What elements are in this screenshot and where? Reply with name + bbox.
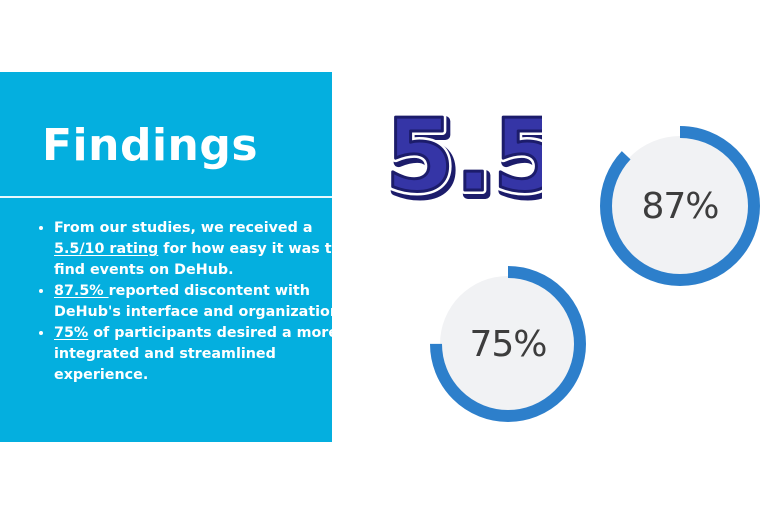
item-text: reported discontent with DeHub's interfa… [54,283,341,320]
rating-stat-graphic: 5.5 5.5 5.5 [381,93,570,223]
donut-87: 87% [598,124,762,288]
donut-ring [600,126,760,286]
rating-stat-outline: 5.5 [385,97,542,208]
list-item: From our studies, we received a 5.5/10 r… [54,218,344,281]
item-highlight: 75% [54,325,89,341]
donut-track [610,136,750,276]
donut-label: 75% [469,323,547,365]
item-highlight: 5.5/10 rating [54,241,159,257]
item-text: From our studies, we received a [54,220,313,236]
rating-stat-shadow: 5.5 [388,101,542,208]
divider [0,196,332,198]
donut-label: 87% [641,185,719,227]
findings-panel: Findings From our studies, we received a… [0,72,341,442]
donut-ring [430,266,586,422]
findings-list: From our studies, we received a 5.5/10 r… [38,218,344,386]
rating-stat: 5.5 5.5 5.5 [381,93,570,223]
donut-75: 75% [428,264,588,424]
rating-stat-value: 5.5 [385,97,542,208]
item-text: for how easy it was to find events on De… [54,241,342,278]
list-item: 87.5% reported discontent with DeHub's i… [54,281,344,323]
panel-title: Findings [42,120,259,171]
donut-75-chart [430,266,586,422]
donut-track [440,276,576,412]
item-highlight: 87.5% [54,283,109,299]
donut-87-chart [600,126,760,286]
list-item: 75% of participants desired a more integ… [54,323,344,386]
item-text: of participants desired a more integrate… [54,325,339,383]
